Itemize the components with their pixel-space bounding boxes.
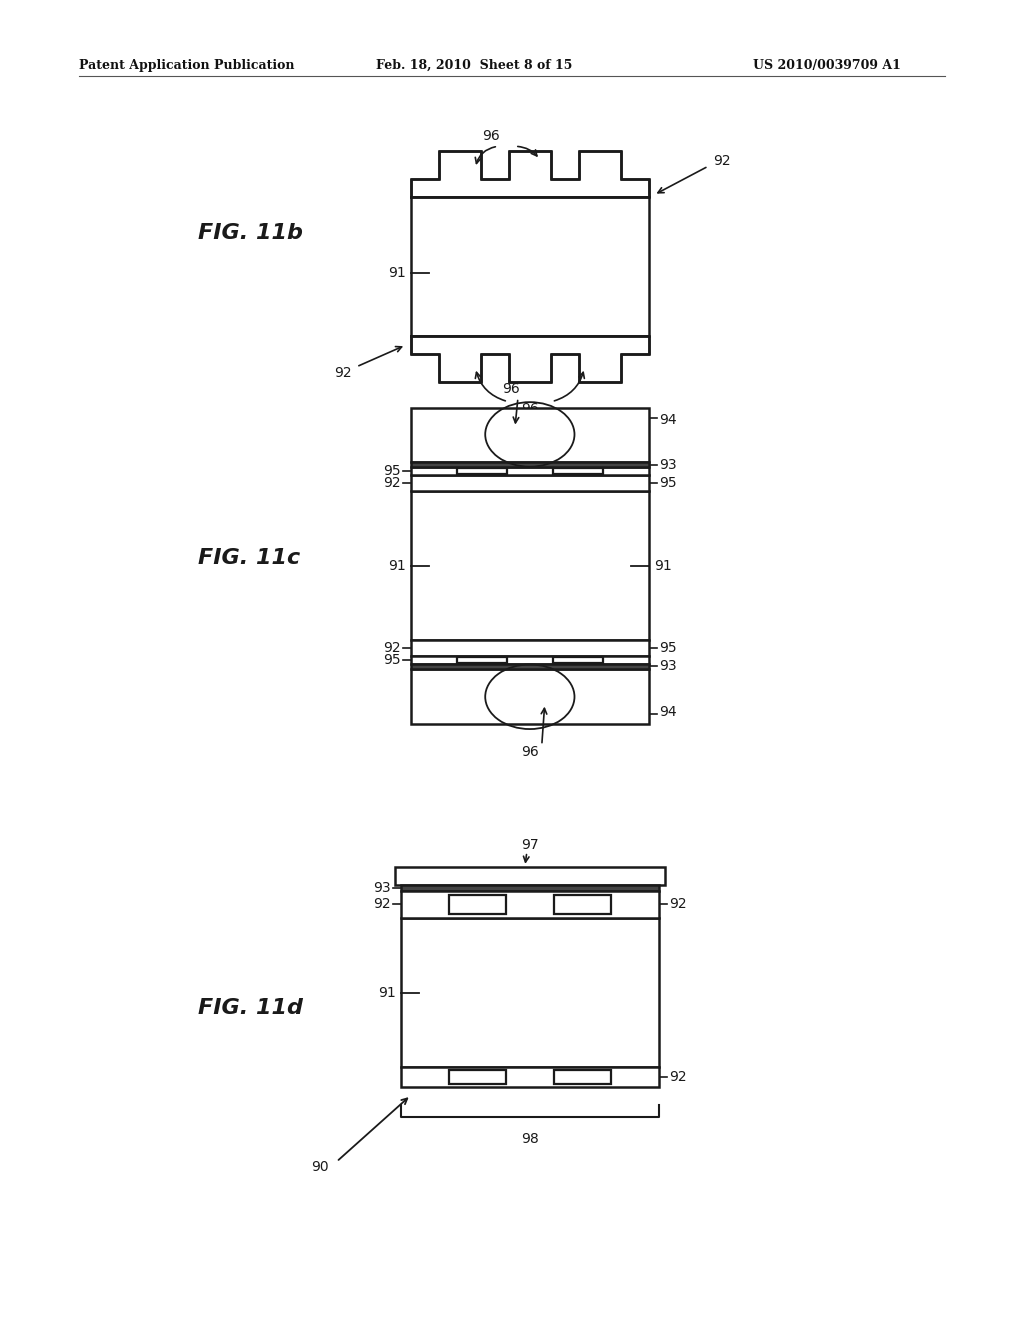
Bar: [411, 408, 649, 462]
Bar: [457, 469, 507, 474]
Bar: [395, 867, 665, 884]
Text: Feb. 18, 2010  Sheet 8 of 15: Feb. 18, 2010 Sheet 8 of 15: [376, 59, 572, 71]
Bar: [411, 640, 649, 656]
Text: 91: 91: [654, 558, 672, 573]
Text: 92: 92: [383, 477, 401, 490]
Text: FIG. 11b: FIG. 11b: [198, 223, 302, 243]
Text: 94: 94: [658, 705, 677, 718]
Text: 92: 92: [669, 1071, 686, 1084]
Text: 95: 95: [383, 653, 401, 667]
Polygon shape: [411, 152, 649, 197]
Text: 95: 95: [658, 477, 677, 490]
Bar: [411, 656, 649, 664]
Bar: [554, 895, 611, 915]
Text: 93: 93: [658, 660, 677, 673]
Text: 91: 91: [388, 267, 406, 280]
Bar: [411, 475, 649, 491]
Text: 98: 98: [521, 1133, 539, 1146]
Text: FIG. 11d: FIG. 11d: [198, 998, 302, 1018]
Bar: [411, 467, 649, 475]
Bar: [411, 462, 649, 467]
Text: 90: 90: [311, 1160, 329, 1173]
Text: 97: 97: [521, 838, 539, 851]
Bar: [401, 919, 658, 1068]
Bar: [411, 491, 649, 640]
Text: 92: 92: [334, 366, 351, 380]
Bar: [401, 891, 658, 919]
Bar: [457, 657, 507, 663]
Bar: [449, 895, 506, 915]
Text: 92: 92: [714, 154, 731, 168]
Text: 91: 91: [388, 558, 406, 573]
Bar: [411, 197, 649, 337]
Text: FIG. 11c: FIG. 11c: [198, 548, 300, 568]
Text: 92: 92: [669, 898, 686, 911]
Text: 92: 92: [383, 642, 401, 655]
Text: 91: 91: [378, 986, 396, 999]
Text: 95: 95: [658, 642, 677, 655]
Text: US 2010/0039709 A1: US 2010/0039709 A1: [753, 59, 901, 71]
Text: 96: 96: [482, 129, 500, 144]
Bar: [411, 664, 649, 669]
Text: Patent Application Publication: Patent Application Publication: [79, 59, 294, 71]
Text: 93: 93: [658, 458, 677, 471]
Bar: [401, 884, 658, 891]
Bar: [554, 1071, 611, 1084]
Polygon shape: [411, 337, 649, 381]
Bar: [449, 1071, 506, 1084]
Bar: [411, 669, 649, 723]
Text: 96: 96: [521, 401, 539, 416]
Text: 96: 96: [521, 746, 539, 759]
Text: 93: 93: [374, 880, 391, 895]
Text: 92: 92: [374, 898, 391, 911]
Bar: [553, 469, 602, 474]
Text: 94: 94: [658, 413, 677, 426]
Text: 96: 96: [502, 381, 520, 396]
Bar: [553, 657, 602, 663]
Bar: [401, 1068, 658, 1088]
Text: 95: 95: [383, 465, 401, 478]
